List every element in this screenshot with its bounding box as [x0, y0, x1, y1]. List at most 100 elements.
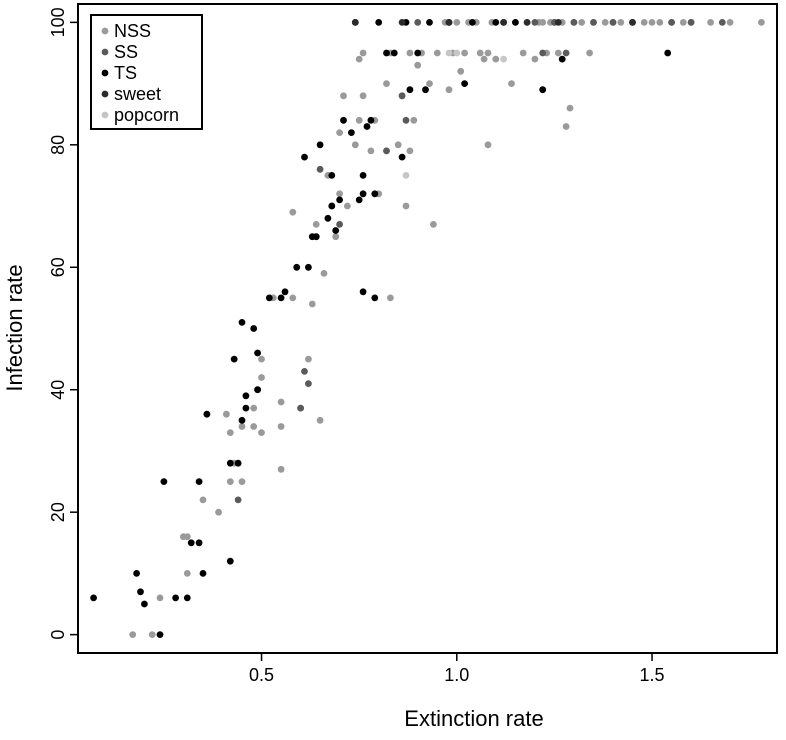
point-TS-4	[156, 631, 164, 638]
point-SS-0	[234, 496, 242, 504]
point-TS-46	[367, 116, 375, 124]
point-TS-29	[305, 263, 312, 271]
point-NSS-94	[601, 19, 609, 26]
point-TS-2	[137, 588, 144, 596]
point-SS-8	[383, 147, 390, 155]
point-NSS-23	[277, 398, 285, 406]
point-NSS-70	[480, 55, 488, 63]
point-TS-43	[359, 190, 367, 198]
point-NSS-56	[414, 61, 422, 69]
point-NSS-65	[457, 67, 465, 75]
point-NSS-0	[129, 631, 137, 638]
point-TS-41	[355, 196, 363, 204]
y-tick-label-5: 100	[48, 7, 68, 37]
point-NSS-69	[476, 49, 484, 57]
point-TS-51	[390, 49, 398, 57]
point-TS-37	[336, 196, 343, 204]
point-NSS-30	[316, 416, 324, 424]
point-TS-34	[328, 172, 336, 179]
y-axis-label: Infection rate	[2, 264, 27, 391]
point-NSS-91	[578, 19, 586, 26]
point-TS-61	[492, 19, 500, 26]
point-TS-0	[90, 594, 97, 602]
point-TS-20	[242, 404, 250, 412]
legend-label-TS: TS	[114, 63, 137, 83]
point-TS-32	[316, 141, 324, 149]
point-SS-18	[590, 19, 597, 26]
point-TS-19	[242, 392, 250, 400]
point-NSS-60	[433, 49, 441, 57]
point-TS-23	[254, 349, 261, 357]
point-SS-14	[539, 49, 547, 57]
point-popcorn-3	[500, 55, 507, 63]
point-TS-42	[359, 172, 367, 179]
point-TS-57	[426, 19, 433, 26]
point-NSS-98	[640, 19, 648, 26]
point-NSS-13	[238, 423, 246, 430]
point-NSS-78	[519, 49, 527, 57]
point-NSS-40	[359, 92, 367, 100]
point-TS-38	[340, 116, 347, 124]
point-TS-63	[539, 86, 547, 94]
point-TS-12	[203, 410, 211, 418]
point-NSS-6	[199, 496, 207, 504]
point-NSS-106	[758, 19, 765, 26]
point-TS-56	[422, 86, 429, 94]
point-NSS-3	[183, 570, 191, 577]
point-TS-24	[265, 294, 273, 302]
x-axis: 0.5 1.0 1.5	[249, 653, 665, 685]
point-SS-17	[570, 19, 578, 26]
point-TS-6	[172, 594, 180, 602]
point-NSS-1	[148, 631, 156, 638]
point-NSS-62	[445, 86, 453, 94]
point-popcorn-0	[402, 172, 410, 179]
point-TS-52	[398, 153, 406, 161]
point-TS-45	[363, 123, 371, 130]
point-TS-22	[254, 386, 261, 394]
legend-marker-popcorn	[101, 111, 109, 119]
point-TS-35	[328, 202, 336, 210]
point-NSS-31	[320, 270, 328, 277]
point-TS-44	[359, 288, 367, 296]
point-TS-59	[461, 80, 468, 87]
point-popcorn-2	[453, 49, 461, 57]
point-NSS-50	[394, 141, 402, 149]
point-TS-14	[226, 459, 234, 467]
legend-label-popcorn: popcorn	[114, 105, 179, 125]
point-NSS-100	[656, 19, 664, 26]
point-NSS-12	[238, 478, 246, 485]
point-NSS-7	[215, 508, 223, 516]
point-TS-48	[371, 190, 379, 198]
point-NSS-8	[223, 410, 230, 418]
y-axis: 0 20 40 60 80 100	[48, 7, 78, 640]
point-SS-11	[414, 19, 422, 26]
legend-marker-sweet	[101, 90, 109, 98]
legend-marker-NSS	[101, 27, 109, 35]
point-SS-21	[668, 19, 675, 26]
point-TS-50	[383, 49, 390, 57]
point-SS-19	[609, 19, 617, 26]
point-sweet-6	[629, 19, 636, 26]
point-NSS-102	[679, 19, 687, 26]
point-NSS-10	[226, 429, 234, 436]
point-NSS-80	[531, 55, 539, 63]
y-tick-label-0: 0	[48, 630, 68, 640]
point-TS-31	[312, 233, 320, 241]
point-TS-54	[406, 86, 414, 94]
point-NSS-52	[402, 202, 410, 210]
point-NSS-21	[277, 465, 285, 473]
point-NSS-41	[355, 55, 363, 63]
point-NSS-14	[250, 423, 258, 430]
point-TS-39	[348, 129, 355, 137]
point-NSS-58	[426, 80, 433, 87]
point-NSS-43	[367, 147, 375, 155]
point-TS-5	[160, 478, 168, 485]
point-NSS-17	[258, 429, 265, 436]
y-tick-label-4: 80	[48, 135, 68, 155]
point-NSS-72	[484, 49, 492, 57]
point-TS-55	[414, 49, 422, 57]
